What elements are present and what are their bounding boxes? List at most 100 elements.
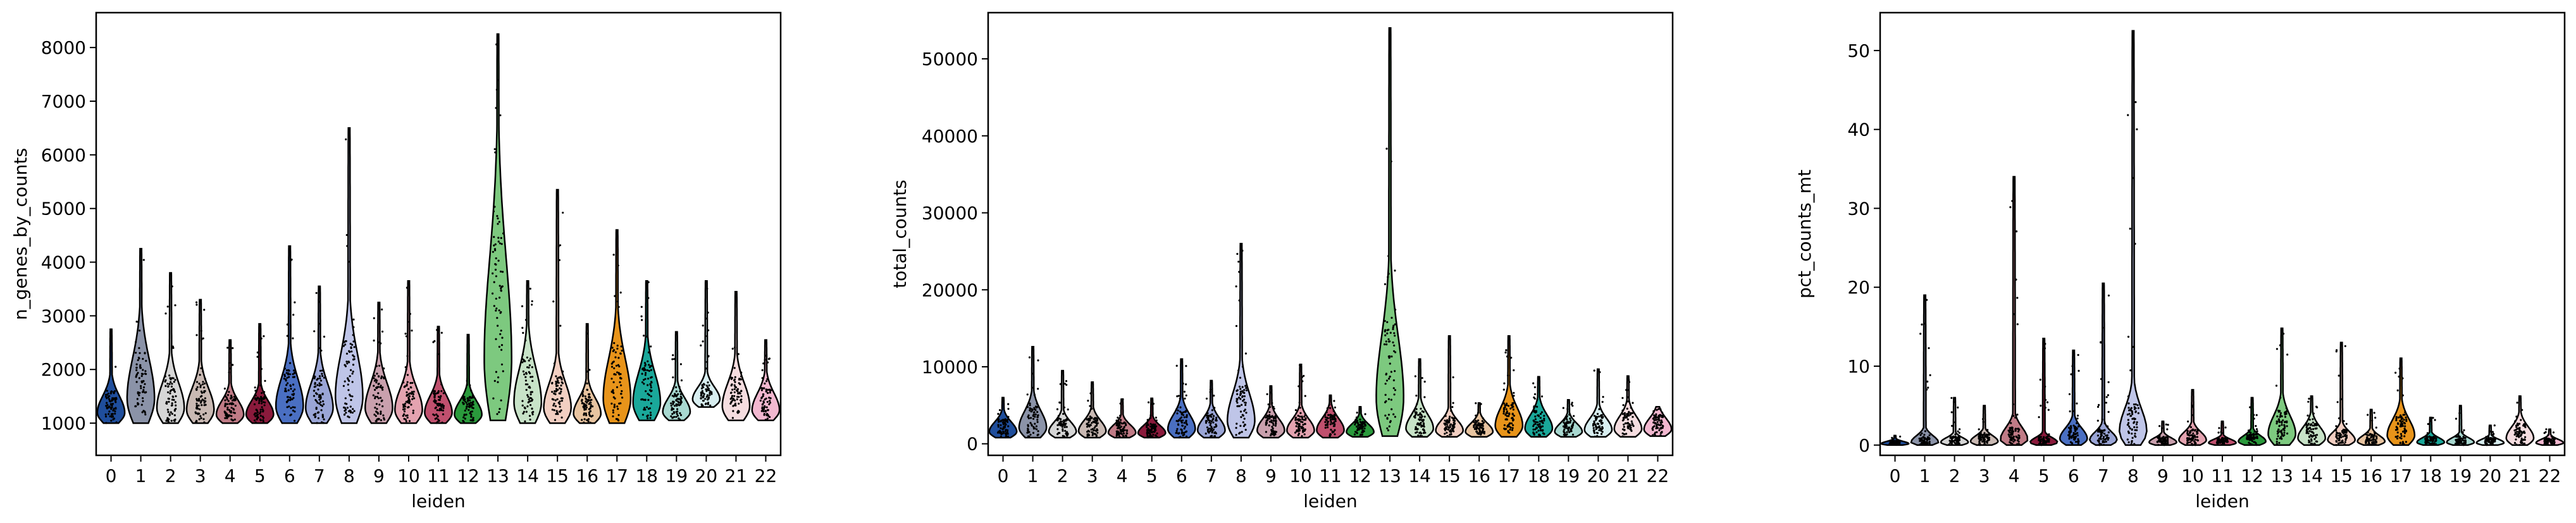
jitter-point <box>406 355 409 357</box>
jitter-point <box>1535 421 1537 424</box>
jitter-point <box>612 411 615 414</box>
jitter-point <box>2335 434 2338 437</box>
jitter-point <box>1601 400 1604 403</box>
jitter-point <box>2105 402 2107 404</box>
jitter-point <box>707 311 709 314</box>
jitter-point <box>2134 407 2137 410</box>
jitter-point <box>342 385 345 387</box>
jitter-point <box>2455 442 2457 445</box>
jitter-point <box>2315 434 2319 436</box>
x-tick-label: 1 <box>1919 465 1931 486</box>
jitter-point <box>2283 431 2286 434</box>
jitter-point <box>283 373 286 376</box>
jitter-point <box>2276 415 2279 418</box>
jitter-point <box>1327 421 1330 423</box>
jitter-point <box>318 382 321 385</box>
jitter-point <box>2338 417 2340 420</box>
jitter-point <box>262 421 264 423</box>
jitter-point <box>2276 443 2278 445</box>
jitter-point <box>289 396 292 399</box>
jitter-point <box>1185 422 1187 425</box>
jitter-point <box>2126 413 2129 416</box>
jitter-point <box>224 411 226 414</box>
jitter-point <box>1146 435 1149 438</box>
jitter-point <box>404 402 407 405</box>
jitter-point <box>1568 421 1571 424</box>
jitter-point <box>1266 417 1269 420</box>
jitter-point <box>1979 436 1981 438</box>
jitter-point <box>319 379 323 382</box>
jitter-point <box>1563 428 1566 431</box>
jitter-point <box>500 348 503 351</box>
jitter-point <box>618 402 621 405</box>
jitter-point <box>1652 421 1655 424</box>
jitter-point <box>1477 423 1480 426</box>
jitter-point <box>442 413 445 415</box>
jitter-point <box>348 379 350 382</box>
jitter-point <box>2275 385 2278 387</box>
jitter-point <box>1125 434 1127 437</box>
jitter-point <box>1952 401 1955 403</box>
jitter-point <box>1595 415 1597 418</box>
jitter-point <box>379 386 381 388</box>
jitter-point <box>2457 436 2460 438</box>
jitter-point <box>1324 416 1327 419</box>
jitter-point <box>346 245 349 247</box>
jitter-point <box>497 381 499 383</box>
jitter-point <box>554 405 557 407</box>
jitter-point <box>230 411 232 414</box>
jitter-point <box>2137 412 2139 415</box>
jitter-point <box>1065 380 1068 383</box>
jitter-point <box>644 369 647 371</box>
jitter-point <box>440 331 443 334</box>
jitter-point <box>2096 440 2099 442</box>
jitter-point <box>1152 433 1155 436</box>
jitter-point <box>1353 433 1356 436</box>
jitter-point <box>709 394 711 397</box>
jitter-point <box>2339 432 2341 434</box>
jitter-point <box>320 409 323 412</box>
jitter-point <box>526 366 529 369</box>
jitter-point <box>1057 424 1060 426</box>
jitter-point <box>2039 442 2041 445</box>
jitter-point <box>224 399 226 402</box>
jitter-point <box>409 312 412 315</box>
jitter-point <box>706 335 709 338</box>
jitter-point <box>2283 427 2286 430</box>
jitter-point <box>1599 427 1602 429</box>
jitter-point <box>675 390 678 393</box>
jitter-point <box>1600 429 1602 432</box>
jitter-point <box>706 287 709 290</box>
jitter-point <box>1563 421 1565 424</box>
jitter-point <box>1301 416 1303 419</box>
jitter-point <box>138 394 140 397</box>
jitter-point <box>2283 429 2286 432</box>
jitter-point <box>2276 348 2278 350</box>
jitter-point <box>2218 427 2220 429</box>
jitter-point <box>644 398 647 402</box>
jitter-point <box>1534 418 1537 421</box>
jitter-point <box>264 379 266 382</box>
jitter-point <box>2039 378 2041 381</box>
jitter-point <box>1297 385 1300 388</box>
jitter-point <box>203 309 206 311</box>
jitter-point <box>1056 428 1059 431</box>
jitter-point <box>111 402 114 405</box>
jitter-point <box>1149 425 1152 428</box>
jitter-point <box>529 357 532 360</box>
jitter-point <box>1654 415 1657 417</box>
jitter-point <box>1361 434 1363 436</box>
jitter-point <box>404 408 406 410</box>
jitter-point <box>2011 428 2014 431</box>
jitter-point <box>1239 376 1242 379</box>
jitter-point <box>1329 423 1332 426</box>
jitter-point <box>621 349 623 352</box>
jitter-point <box>318 300 320 303</box>
jitter-point <box>225 415 228 417</box>
x-tick-label: 5 <box>1146 465 1158 486</box>
jitter-point <box>2365 440 2367 443</box>
jitter-point <box>2396 389 2399 392</box>
jitter-point <box>343 341 345 343</box>
jitter-point <box>1532 428 1535 431</box>
jitter-point <box>1537 415 1540 417</box>
